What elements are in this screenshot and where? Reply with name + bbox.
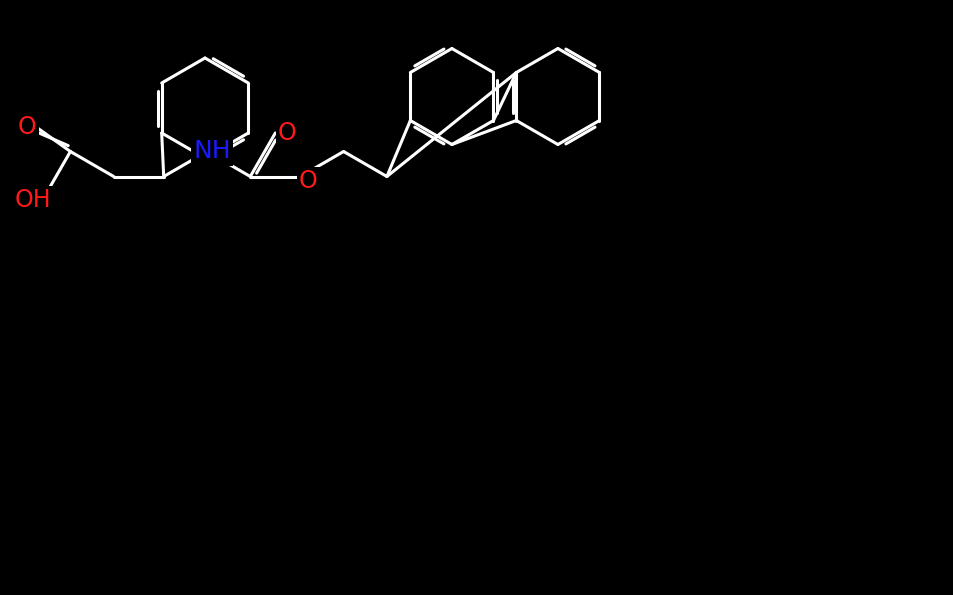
Text: OH: OH bbox=[15, 188, 51, 212]
Text: O: O bbox=[277, 121, 296, 145]
Text: O: O bbox=[298, 170, 317, 193]
Text: NH: NH bbox=[193, 139, 231, 164]
Text: O: O bbox=[18, 114, 37, 139]
